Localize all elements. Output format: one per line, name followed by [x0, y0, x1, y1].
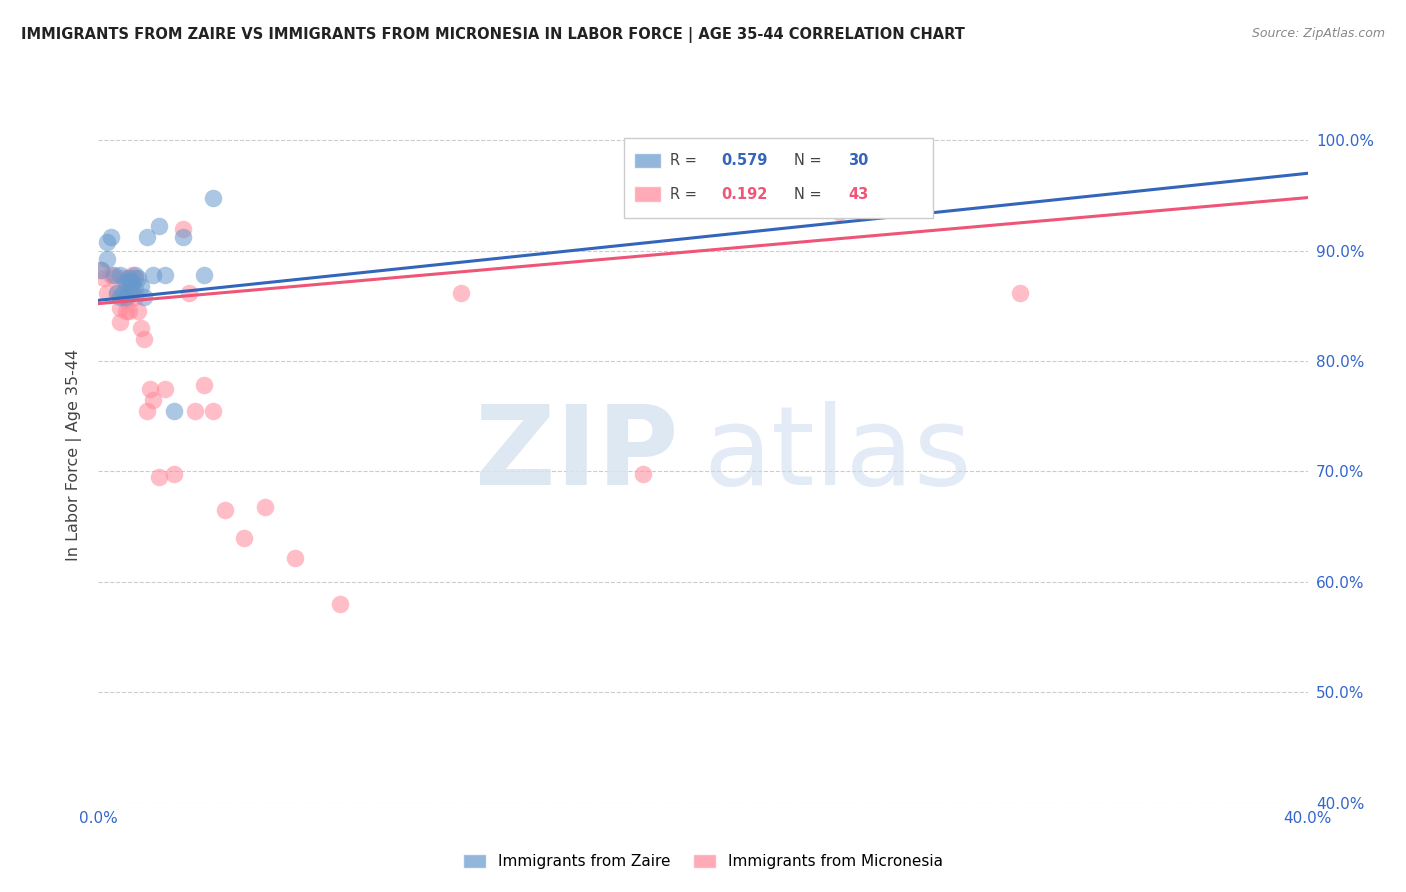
Point — [1010, 285, 1032, 300]
Point — [114, 304, 136, 318]
Point — [114, 275, 136, 289]
Point — [193, 268, 215, 282]
Point — [135, 403, 157, 417]
Point — [93, 271, 115, 285]
Point — [647, 179, 669, 194]
Text: 43: 43 — [848, 186, 869, 202]
Point — [96, 285, 118, 300]
Point — [179, 285, 201, 300]
Point — [631, 467, 654, 481]
Point — [284, 550, 307, 565]
Point — [232, 531, 254, 545]
Point — [103, 271, 125, 285]
Text: 0.192: 0.192 — [721, 186, 768, 202]
Point — [129, 279, 152, 293]
Point — [142, 392, 165, 407]
Text: IMMIGRANTS FROM ZAIRE VS IMMIGRANTS FROM MICRONESIA IN LABOR FORCE | AGE 35-44 C: IMMIGRANTS FROM ZAIRE VS IMMIGRANTS FROM… — [21, 27, 965, 43]
Point — [253, 500, 276, 514]
Y-axis label: In Labor Force | Age 35-44: In Labor Force | Age 35-44 — [66, 349, 83, 561]
Point — [114, 290, 136, 304]
Text: ZIP: ZIP — [475, 401, 679, 508]
Text: atlas: atlas — [703, 401, 972, 508]
Point — [163, 467, 186, 481]
Point — [124, 290, 146, 304]
Point — [105, 285, 128, 300]
Point — [121, 285, 143, 300]
Point — [132, 290, 155, 304]
Text: 0.579: 0.579 — [721, 153, 768, 168]
Point — [121, 268, 143, 282]
FancyBboxPatch shape — [634, 186, 661, 202]
Point — [135, 230, 157, 244]
Legend: Immigrants from Zaire, Immigrants from Micronesia: Immigrants from Zaire, Immigrants from M… — [457, 848, 949, 875]
Point — [118, 285, 141, 300]
Point — [329, 597, 352, 611]
Point — [118, 304, 141, 318]
Point — [100, 230, 122, 244]
Point — [127, 304, 149, 318]
Point — [828, 205, 851, 219]
Point — [121, 279, 143, 293]
Point — [100, 268, 122, 282]
Point — [108, 268, 131, 282]
Point — [142, 268, 165, 282]
Point — [153, 268, 176, 282]
Point — [111, 285, 134, 300]
Point — [111, 285, 134, 300]
FancyBboxPatch shape — [634, 153, 661, 169]
Text: N =: N = — [793, 186, 825, 202]
Point — [148, 219, 170, 234]
Point — [118, 271, 141, 285]
Point — [127, 271, 149, 285]
Point — [111, 271, 134, 285]
Point — [124, 282, 146, 296]
Point — [118, 271, 141, 285]
Point — [214, 503, 236, 517]
Point — [90, 263, 112, 277]
Text: 30: 30 — [848, 153, 869, 168]
Text: Source: ZipAtlas.com: Source: ZipAtlas.com — [1251, 27, 1385, 40]
Point — [450, 285, 472, 300]
Point — [118, 285, 141, 300]
Point — [202, 191, 225, 205]
Text: R =: R = — [671, 186, 702, 202]
Point — [108, 290, 131, 304]
Point — [96, 235, 118, 249]
Point — [105, 285, 128, 300]
Point — [96, 252, 118, 267]
Point — [90, 263, 112, 277]
Point — [172, 221, 194, 235]
Point — [202, 403, 225, 417]
Point — [103, 268, 125, 282]
Point — [163, 403, 186, 417]
Point — [124, 268, 146, 282]
Point — [118, 275, 141, 289]
Point — [184, 403, 207, 417]
Point — [114, 293, 136, 308]
Point — [139, 382, 162, 396]
Point — [108, 301, 131, 315]
Point — [172, 230, 194, 244]
Point — [121, 275, 143, 289]
Point — [193, 378, 215, 392]
Point — [124, 271, 146, 285]
Text: N =: N = — [793, 153, 825, 168]
Point — [153, 382, 176, 396]
Point — [108, 315, 131, 329]
Point — [132, 332, 155, 346]
FancyBboxPatch shape — [624, 138, 932, 219]
Point — [148, 470, 170, 484]
Text: R =: R = — [671, 153, 702, 168]
Point — [129, 321, 152, 335]
